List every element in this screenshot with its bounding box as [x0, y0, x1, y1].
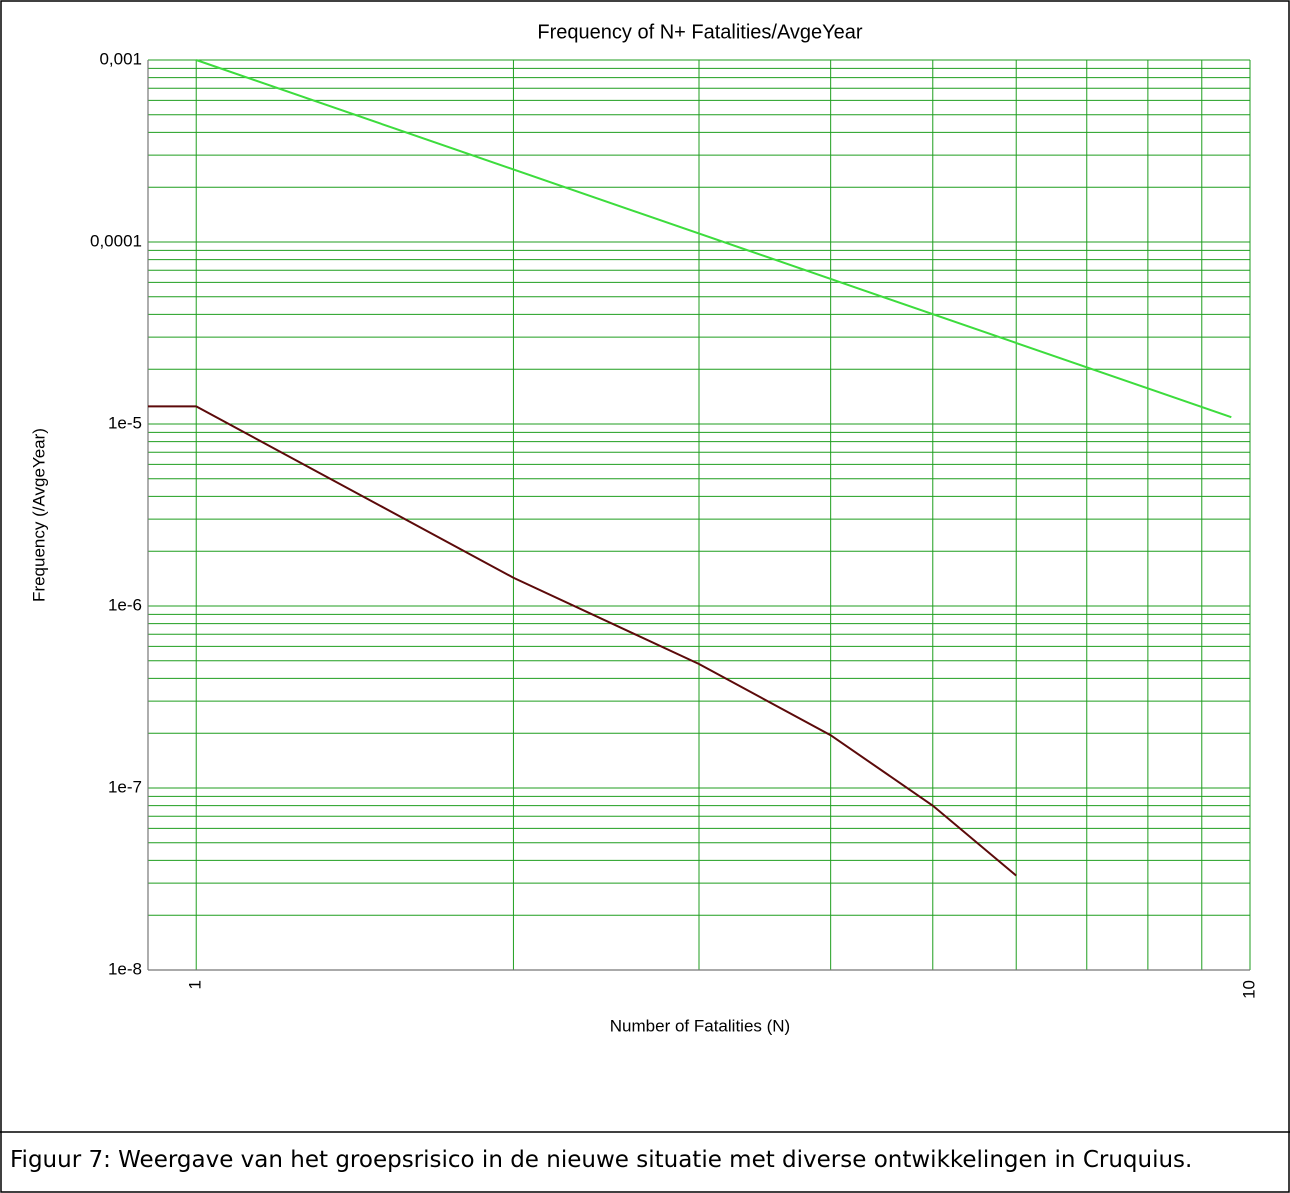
x-tick-label: 10 [1239, 980, 1258, 999]
y-tick-label: 1e-6 [108, 595, 142, 614]
chart-title: Frequency of N+ Fatalities/AvgeYear [537, 21, 863, 43]
y-axis-label: Frequency (/AvgeYear) [29, 428, 48, 602]
y-tick-label: 1e-7 [108, 777, 142, 796]
y-tick-label: 0,001 [99, 49, 142, 68]
plot-area: 0,001 0,0001 1e-5 1e-6 1e-7 1e-8 1 10 [90, 49, 1258, 998]
series-line [195, 59, 1232, 419]
y-tick-label: 1e-5 [108, 413, 142, 432]
series-line [148, 405, 1017, 877]
x-axis-label: Number of Fatalities (N) [610, 1016, 790, 1035]
x-tick-label: 1 [186, 980, 205, 989]
y-tick-label: 1e-8 [108, 959, 142, 978]
y-tick-label: 0,0001 [90, 231, 142, 250]
figure-caption: Figuur 7: Weergave van het groepsrisico … [10, 1147, 1193, 1173]
